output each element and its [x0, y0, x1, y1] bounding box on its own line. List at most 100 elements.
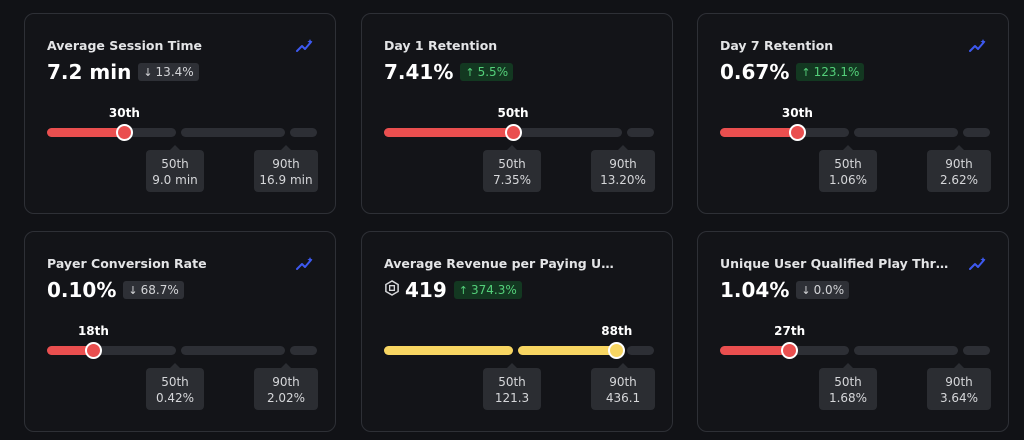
- track-fill: [518, 346, 617, 355]
- trend-chart-icon[interactable]: [295, 256, 315, 272]
- benchmark-90th-tooltip: 90th 2.62%: [927, 145, 991, 192]
- benchmark-label: 90th: [609, 157, 637, 171]
- arrow-down-icon: ↓: [143, 65, 153, 79]
- change-badge: ↓ 68.7%: [123, 281, 184, 299]
- change-badge: ↓ 13.4%: [138, 63, 199, 81]
- track-fill: [47, 128, 125, 137]
- metric-title: Payer Conversion Rate: [47, 256, 207, 271]
- benchmark-value: 121.3: [494, 391, 530, 405]
- change-badge: ↑ 5.5%: [460, 63, 514, 81]
- track-segment: [963, 128, 990, 137]
- benchmark-value: 2.62%: [939, 173, 979, 187]
- benchmark-value: 7.35%: [492, 173, 532, 187]
- percentile-track: 30th: [720, 106, 990, 141]
- benchmark-value: 13.20%: [600, 173, 646, 187]
- percentile-marker: [788, 124, 806, 141]
- benchmark-label: 50th: [161, 157, 189, 171]
- percentile-track: 18th: [47, 324, 317, 359]
- robux-coin-icon: [384, 280, 405, 300]
- percentile-marker: [781, 342, 799, 359]
- benchmark-50th-tooltip: 50th 1.06%: [819, 145, 877, 192]
- percentile-track: 50th: [384, 106, 654, 141]
- arrow-up-icon: ↑: [458, 283, 468, 297]
- metric-value: 7.2 min: [47, 60, 132, 84]
- percentile-track: 88th: [384, 324, 654, 359]
- metric-title: Average Session Time: [47, 38, 203, 53]
- track-fill: [47, 346, 94, 355]
- trend-chart-icon[interactable]: [968, 38, 988, 54]
- benchmark-label: 90th: [945, 375, 973, 389]
- track-fill: [384, 346, 513, 355]
- benchmark-label: 90th: [945, 157, 973, 171]
- metric-value: 0.10%: [47, 278, 117, 302]
- percentile-label: 30th: [108, 106, 140, 120]
- percentile-marker: [608, 342, 626, 359]
- metric-title: Unique User Qualified Play Through...: [720, 256, 950, 271]
- metric-card-day-7-retention: Day 7 Retention 0.67% ↑ 123.1% 30th 50th 1.06%…: [697, 13, 1009, 214]
- benchmark-label: 50th: [834, 375, 862, 389]
- percentile-track: 30th: [47, 106, 317, 141]
- metric-card-average-revenue-per-paying-users: Average Revenue per Paying Users 419 ↑ 374.…: [361, 231, 673, 432]
- benchmark-50th-tooltip: 50th 1.68%: [819, 363, 877, 410]
- percentile-label: 88th: [601, 324, 633, 338]
- benchmark-value: 9.0 min: [152, 173, 198, 187]
- metric-card-payer-conversion-rate: Payer Conversion Rate 0.10% ↓ 68.7% 18th 50th…: [24, 231, 336, 432]
- metric-value: 419: [405, 278, 447, 302]
- benchmark-value: 1.06%: [828, 173, 868, 187]
- benchmark-50th-tooltip: 50th 0.42%: [146, 363, 204, 410]
- track-segment: [290, 346, 317, 355]
- metric-value-row: 0.10% ↓ 68.7%: [47, 278, 184, 302]
- change-value: 5.5%: [477, 65, 509, 79]
- benchmark-label: 50th: [498, 157, 526, 171]
- percentile-marker: [115, 124, 133, 141]
- metric-card-average-session-time: Average Session Time 7.2 min ↓ 13.4% 30th 50t…: [24, 13, 336, 214]
- trend-chart-icon[interactable]: [968, 256, 988, 272]
- track-segment: [290, 128, 317, 137]
- change-value: 123.1%: [813, 65, 860, 79]
- change-badge: ↑ 374.3%: [453, 281, 522, 299]
- change-value: 13.4%: [155, 65, 194, 79]
- trend-chart-icon[interactable]: [295, 38, 315, 54]
- percentile-label: 30th: [781, 106, 813, 120]
- change-badge: ↓ 0.0%: [796, 281, 850, 299]
- benchmark-value: 16.9 min: [259, 173, 313, 187]
- benchmark-label: 90th: [272, 375, 300, 389]
- benchmark-90th-tooltip: 90th 3.64%: [927, 363, 991, 410]
- benchmark-value: 436.1: [605, 391, 641, 405]
- arrow-up-icon: ↑: [801, 65, 811, 79]
- metric-value-row: 0.67% ↑ 123.1%: [720, 60, 865, 84]
- track-segment: [47, 346, 176, 355]
- metric-value-row: 1.04% ↓ 0.0%: [720, 278, 850, 302]
- track-fill: [720, 128, 798, 137]
- benchmark-90th-tooltip: 90th 436.1: [591, 363, 655, 410]
- benchmark-50th-tooltip: 50th 121.3: [483, 363, 541, 410]
- percentile-track: 27th: [720, 324, 990, 359]
- metric-title: Day 1 Retention: [384, 38, 498, 53]
- percentile-marker: [504, 124, 522, 141]
- arrow-up-icon: ↑: [465, 65, 475, 79]
- metric-value-row: 7.2 min ↓ 13.4%: [47, 60, 199, 84]
- arrow-down-icon: ↓: [801, 283, 811, 297]
- metric-title: Day 7 Retention: [720, 38, 834, 53]
- benchmark-value: 2.02%: [266, 391, 306, 405]
- metric-value: 0.67%: [720, 60, 790, 84]
- arrow-down-icon: ↓: [128, 283, 138, 297]
- benchmark-90th-tooltip: 90th 2.02%: [254, 363, 318, 410]
- benchmark-label: 50th: [834, 157, 862, 171]
- track-segment: [854, 128, 958, 137]
- benchmark-value: 0.42%: [155, 391, 195, 405]
- benchmark-value: 3.64%: [939, 391, 979, 405]
- percentile-label: 18th: [77, 324, 109, 338]
- track-segment: [518, 128, 622, 137]
- metric-value: 1.04%: [720, 278, 790, 302]
- benchmark-90th-tooltip: 90th 16.9 min: [254, 145, 318, 192]
- percentile-marker: [84, 342, 102, 359]
- benchmark-90th-tooltip: 90th 13.20%: [591, 145, 655, 192]
- percentile-label: 27th: [774, 324, 806, 338]
- track-segment: [181, 128, 285, 137]
- track-fill: [720, 346, 790, 355]
- benchmark-label: 50th: [161, 375, 189, 389]
- benchmark-value: 1.68%: [828, 391, 868, 405]
- metric-card-unique-user-qualified-play-through: Unique User Qualified Play Through... 1.0…: [697, 231, 1009, 432]
- metric-title: Average Revenue per Paying Users: [384, 256, 614, 271]
